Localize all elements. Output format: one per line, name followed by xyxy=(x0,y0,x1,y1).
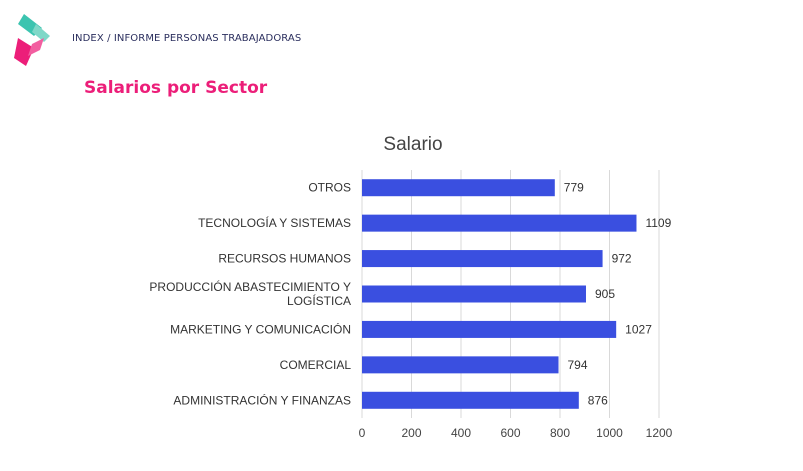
bar-1 xyxy=(362,214,637,232)
category-label-2: RECURSOS HUMANOS xyxy=(218,252,351,266)
data-label-6: 876 xyxy=(588,393,608,407)
category-label-5: COMERCIAL xyxy=(280,358,352,372)
bar-4 xyxy=(362,320,617,338)
category-label-3-line-1: LOGÍSTICA xyxy=(287,293,351,308)
bar-3 xyxy=(362,285,586,303)
bar-5 xyxy=(362,356,559,374)
breadcrumb[interactable]: INDEX / INFORME PERSONAS TRABAJADORAS xyxy=(72,33,302,44)
category-label-0: OTROS xyxy=(308,181,351,195)
category-label-1: TECNOLOGÍA Y SISTEMAS xyxy=(198,215,351,230)
x-tick-label-1: 200 xyxy=(401,426,421,440)
bar-0 xyxy=(362,179,555,197)
x-tick-label-4: 800 xyxy=(550,426,570,440)
x-tick-label-5: 1000 xyxy=(596,426,623,440)
data-label-5: 794 xyxy=(568,358,588,372)
data-label-0: 779 xyxy=(564,181,584,195)
data-label-2: 972 xyxy=(612,252,632,266)
brand-logo-icon xyxy=(14,14,50,66)
bar-2 xyxy=(362,250,603,268)
data-label-4: 1027 xyxy=(625,322,652,336)
x-tick-label-3: 600 xyxy=(500,426,520,440)
data-label-1: 1109 xyxy=(645,216,671,230)
x-tick-label-6: 1200 xyxy=(646,426,673,440)
category-label-4: MARKETING Y COMUNICACIÓN xyxy=(170,321,351,336)
category-label-3-line-0: PRODUCCIÓN ABASTECIMIENTO Y xyxy=(149,279,351,294)
x-tick-label-2: 400 xyxy=(451,426,471,440)
data-label-3: 905 xyxy=(595,287,615,301)
category-label-6: ADMINISTRACIÓN Y FINANZAS xyxy=(173,392,351,407)
bar-6 xyxy=(362,391,579,409)
chart-title: Salario xyxy=(383,134,442,155)
x-tick-label-0: 0 xyxy=(359,426,366,440)
page-title: Salarios por Sector xyxy=(84,78,268,98)
